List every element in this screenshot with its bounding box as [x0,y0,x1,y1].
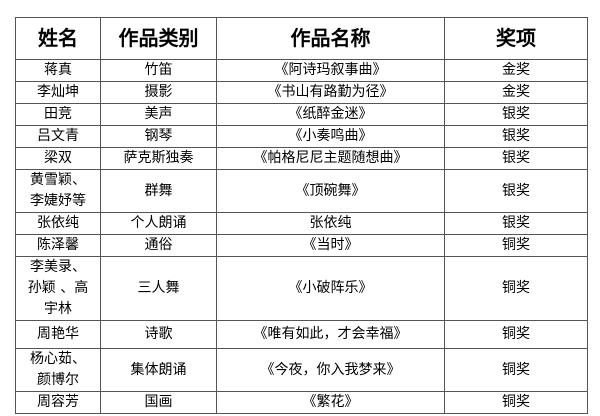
cell-category: 通俗 [100,234,217,257]
table-row: 周容芳 国画 《繁花》 铜奖 [15,391,588,414]
cell-award: 铜奖 [444,320,588,349]
cell-name: 李美录、孙颖 、高宇林 [15,256,101,321]
cell-title: 《今夜，你入我梦来》 [216,348,445,392]
cell-title: 张依纯 [216,212,445,235]
table-row: 陈泽馨 通俗 《当时》 铜奖 [15,234,588,257]
cell-category: 诗歌 [100,320,217,349]
cell-category: 三人舞 [100,256,217,321]
cell-name: 周容芳 [15,391,101,414]
cell-title: 《当时》 [216,234,445,257]
cell-name: 吕文青 [15,125,101,148]
cell-award: 金奖 [444,81,588,104]
table-row: 蒋真 竹笛 《阿诗玛叙事曲》 金奖 [15,59,588,82]
cell-award: 金奖 [444,59,588,82]
table-row: 黄雪颖、李婕妤等 群舞 《顶碗舞》 银奖 [15,169,588,213]
table-row: 李灿坤 摄影 《书山有路勤为径》 金奖 [15,81,588,104]
cell-category: 国画 [100,391,217,414]
table-row: 周艳华 诗歌 《唯有如此，才会幸福》 铜奖 [15,320,588,349]
cell-category: 钢琴 [100,125,217,148]
cell-name: 田竞 [15,103,101,126]
cell-title: 《繁花》 [216,391,445,414]
cell-category: 个人朗诵 [100,212,217,235]
cell-name: 杨心茹、颜博尔 [15,348,101,392]
cell-name: 李灿坤 [15,81,101,104]
cell-name: 周艳华 [15,320,101,349]
header-row: 姓名 作品类别 作品名称 奖项 [15,17,588,60]
table-row: 李美录、孙颖 、高宇林 三人舞 《小破阵乐》 铜奖 [15,256,588,321]
cell-award: 银奖 [444,147,588,170]
cell-category: 集体朗诵 [100,348,217,392]
cell-award: 银奖 [444,212,588,235]
cell-title: 《帕格尼尼主题随想曲》 [216,147,445,170]
cell-name: 梁双 [15,147,101,170]
cell-award: 铜奖 [444,391,588,414]
cell-award: 铜奖 [444,256,588,321]
cell-name: 陈泽馨 [15,234,101,257]
table-row: 吕文青 钢琴 《小奏鸣曲》 银奖 [15,125,588,148]
cell-title: 《小奏鸣曲》 [216,125,445,148]
table-row: 张依纯 个人朗诵 张依纯 银奖 [15,212,588,235]
table-row: 梁双 萨克斯独奏 《帕格尼尼主题随想曲》 银奖 [15,147,588,170]
cell-award: 铜奖 [444,234,588,257]
cell-category: 群舞 [100,169,217,213]
cell-title: 《唯有如此，才会幸福》 [216,320,445,349]
cell-category: 美声 [100,103,217,126]
cell-award: 铜奖 [444,348,588,392]
cell-category: 摄影 [100,81,217,104]
cell-award: 银奖 [444,103,588,126]
header-name: 姓名 [15,17,101,60]
cell-category: 竹笛 [100,59,217,82]
cell-title: 《小破阵乐》 [216,256,445,321]
awards-table: 姓名 作品类别 作品名称 奖项 蒋真 竹笛 《阿诗玛叙事曲》 金奖 李灿坤 摄影 《书山有路… [15,17,588,414]
cell-title: 《书山有路勤为径》 [216,81,445,104]
cell-title: 《阿诗玛叙事曲》 [216,59,445,82]
cell-name: 张依纯 [15,212,101,235]
cell-name: 蒋真 [15,59,101,82]
cell-name: 黄雪颖、李婕妤等 [15,169,101,213]
header-award: 奖项 [444,17,588,60]
cell-award: 银奖 [444,125,588,148]
cell-category: 萨克斯独奏 [100,147,217,170]
cell-title: 《顶碗舞》 [216,169,445,213]
cell-award: 银奖 [444,169,588,213]
cell-title: 《纸醉金迷》 [216,103,445,126]
table-row: 田竞 美声 《纸醉金迷》 银奖 [15,103,588,126]
header-category: 作品类别 [100,17,217,60]
table-row: 杨心茹、颜博尔 集体朗诵 《今夜，你入我梦来》 铜奖 [15,348,588,392]
header-title: 作品名称 [216,17,445,60]
